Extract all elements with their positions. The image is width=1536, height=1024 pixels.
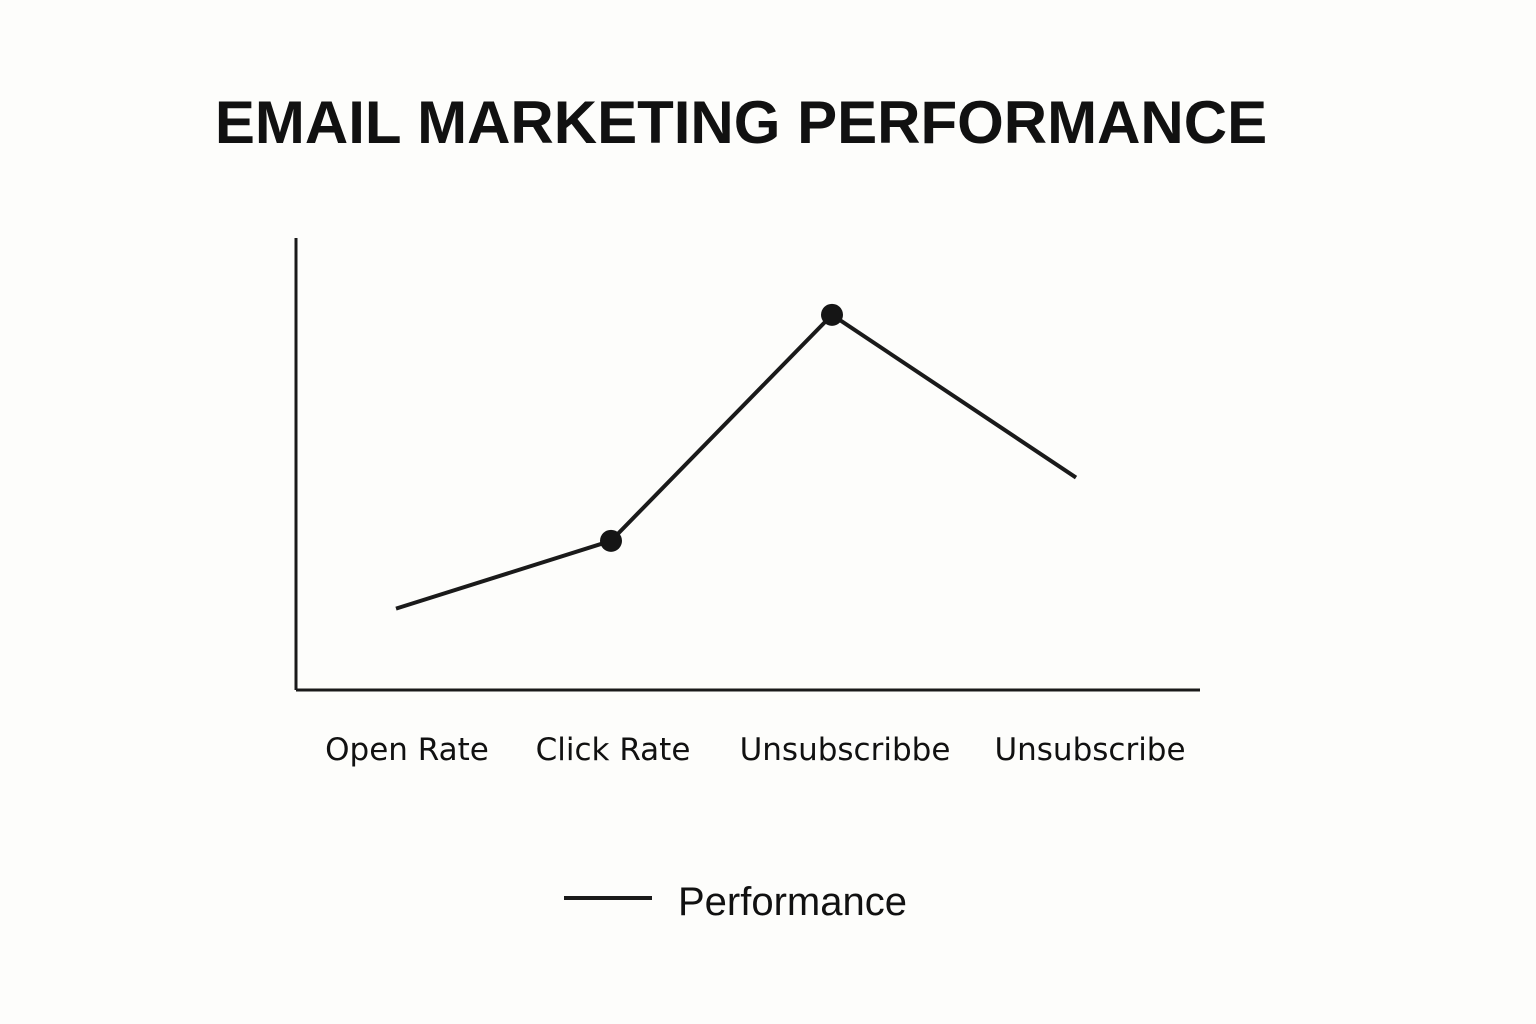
x-tick-label: Click Rate [536,732,691,768]
x-tick-label: Unsubscribbe [740,732,951,768]
legend: Performance [564,880,907,924]
series-line-performance [395,312,1078,611]
series-layer [395,303,1078,611]
data-point-marker [600,529,622,552]
data-point-marker [821,303,843,326]
x-tick-label: Unsubscribe [994,732,1185,768]
x-tick-label: Open Rate [325,732,489,768]
chart-title: EMAIL MARKETING PERFORMANCE [215,89,1267,156]
x-tick-labels: Open Rate Click Rate Unsubscribbe Unsubscri… [325,732,1185,768]
legend-label-performance: Performance [678,880,907,924]
